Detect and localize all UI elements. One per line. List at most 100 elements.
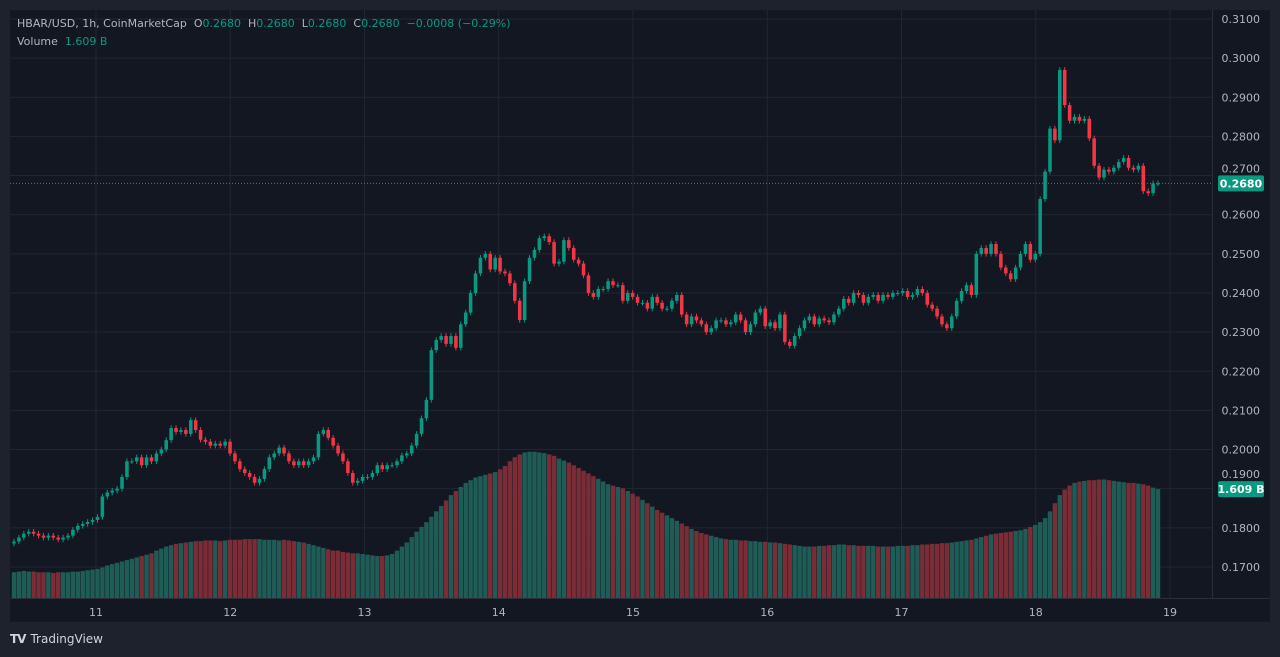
candle-body (842, 298, 846, 309)
volume-bar (512, 457, 518, 598)
candle (233, 450, 237, 465)
candle-body (444, 336, 448, 344)
candle-body (1033, 253, 1038, 260)
volume-bar (699, 533, 704, 598)
candle (876, 292, 880, 304)
candle-body (601, 289, 605, 291)
time-tick-label: 15 (626, 606, 640, 619)
candle (994, 241, 998, 257)
candle (1116, 159, 1121, 171)
candle-body (1121, 157, 1126, 162)
volume-bar (763, 541, 768, 598)
candle (321, 427, 326, 437)
candle-body (454, 336, 458, 348)
candle-body (326, 429, 330, 438)
candle (336, 442, 340, 457)
volume-bar (620, 488, 626, 598)
candle (630, 290, 635, 300)
volume-bar (738, 540, 743, 598)
volume-title[interactable]: Volume (17, 35, 58, 48)
candle (1092, 135, 1096, 169)
candle (1097, 163, 1101, 181)
candle-body (252, 476, 257, 483)
candle-body (542, 236, 547, 239)
candle (174, 425, 178, 435)
volume-bar (581, 470, 586, 598)
candle-body (223, 441, 227, 446)
volume-bar (178, 543, 184, 598)
candle (699, 317, 704, 328)
candle-body (355, 480, 360, 483)
volume-bar (1126, 482, 1131, 598)
candle (709, 325, 713, 335)
candle-body (817, 318, 821, 325)
open-value: 0.2680 (202, 17, 241, 30)
candle (640, 300, 645, 306)
volume-bar (684, 526, 689, 598)
volume-bar (615, 486, 621, 598)
candle-body (621, 285, 625, 301)
candle-body (1072, 116, 1077, 121)
candle-body (247, 473, 252, 477)
candle (567, 237, 571, 251)
candle-body (46, 535, 51, 538)
candle-body (915, 289, 920, 295)
tradingview-logo-icon[interactable]: TV (10, 632, 27, 646)
candle (429, 347, 434, 403)
candle-body (571, 247, 576, 260)
volume-bar (478, 476, 483, 598)
price-axis-labels: 0.1700 0.1800 0.1900 0.2000 0.2100 0.2200 0.23… (1222, 13, 1261, 574)
candle (169, 425, 173, 443)
volume-bar (1042, 518, 1048, 598)
candle (365, 474, 370, 480)
candle-body (778, 314, 782, 329)
volume-bar (326, 549, 331, 598)
candle-body (650, 296, 655, 309)
candle-body (891, 292, 895, 297)
candle (733, 311, 738, 326)
volume-bar (488, 473, 493, 598)
candle (370, 470, 375, 480)
candle-body (797, 328, 802, 337)
candle (866, 294, 871, 306)
volume-bar (1101, 479, 1107, 598)
candle-body (120, 476, 124, 489)
candle (1004, 264, 1008, 277)
candle (935, 305, 939, 320)
candle-body (625, 292, 630, 301)
volume-bar (861, 545, 866, 598)
brand-name[interactable]: TradingView (30, 632, 103, 646)
volume-bar (708, 535, 714, 598)
candle-body (665, 308, 669, 310)
candle-body (346, 461, 350, 474)
volume-bar (188, 541, 193, 598)
candle (571, 245, 576, 263)
volume-bar (492, 472, 498, 598)
symbol-title[interactable]: HBAR/USD, 1h, CoinMarketCap (17, 17, 187, 30)
candle-body (1141, 165, 1146, 192)
candle (85, 519, 90, 527)
price-axis[interactable] (1212, 10, 1270, 598)
candle (635, 294, 640, 306)
candle (763, 305, 767, 329)
time-tick-label: 13 (358, 606, 372, 619)
candle-body (1131, 167, 1136, 170)
candle-body (105, 492, 110, 497)
candle-body (110, 490, 114, 493)
candle (223, 438, 227, 449)
volume-bar (821, 545, 827, 598)
candle (218, 440, 222, 449)
candle-body (1013, 267, 1018, 280)
candle-body (537, 238, 542, 250)
volume-bar (1033, 524, 1038, 598)
candle (139, 454, 144, 468)
volume-bar (925, 544, 930, 598)
candle (252, 474, 257, 486)
time-tick-label: 18 (1029, 606, 1043, 619)
candle-body (130, 461, 134, 463)
volume-bar (208, 540, 213, 598)
candle (729, 319, 733, 328)
candle (1107, 166, 1111, 175)
footer: TV TradingView (10, 632, 103, 646)
